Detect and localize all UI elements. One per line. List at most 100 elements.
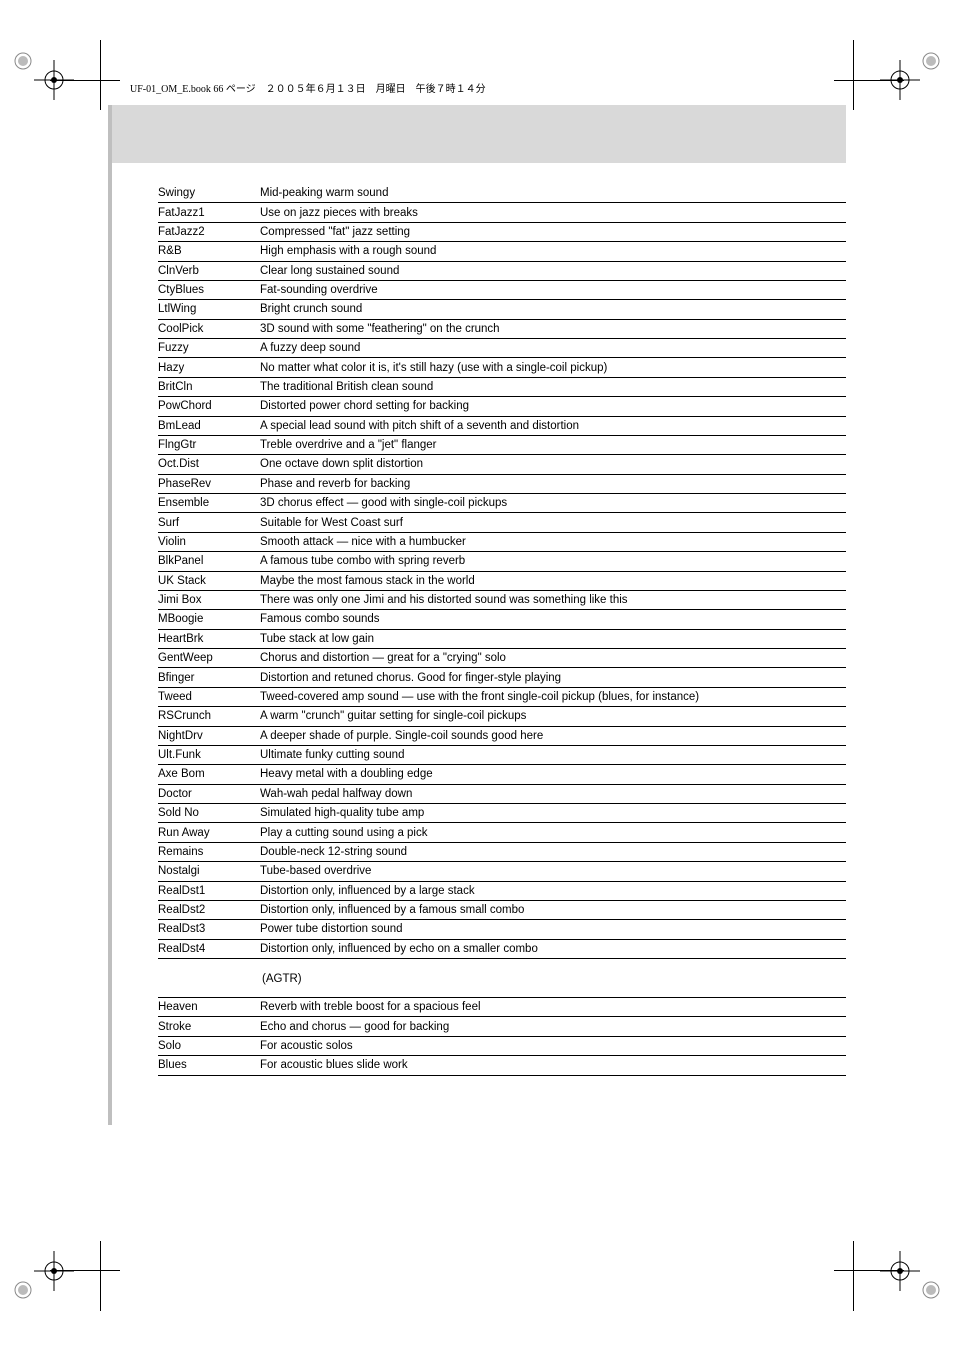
table-row: SoloFor acoustic solos <box>158 1036 846 1055</box>
preset-name: BlkPanel <box>158 552 260 571</box>
preset-desc: A special lead sound with pitch shift of… <box>260 416 846 435</box>
crop-mark <box>50 80 120 81</box>
table-row: Oct.DistOne octave down split distortion <box>158 455 846 474</box>
preset-desc: 3D sound with some "feathering" on the c… <box>260 319 846 338</box>
preset-name: RSCrunch <box>158 707 260 726</box>
crop-mark <box>853 1241 854 1311</box>
preset-desc: A warm "crunch" guitar setting for singl… <box>260 707 846 726</box>
table-row: BritClnThe traditional British clean sou… <box>158 377 846 396</box>
preset-name: Ult.Funk <box>158 745 260 764</box>
preset-name: UK Stack <box>158 571 260 590</box>
crop-mark <box>853 40 854 110</box>
crop-mark <box>100 40 101 110</box>
table-row: ClnVerbClear long sustained sound <box>158 261 846 280</box>
table-row: TweedTweed-covered amp sound — use with … <box>158 687 846 706</box>
table-row: R&BHigh emphasis with a rough sound <box>158 242 846 261</box>
registration-mark-icon <box>34 1251 74 1291</box>
preset-name: NightDrv <box>158 726 260 745</box>
table-row: LtlWingBright crunch sound <box>158 300 846 319</box>
preset-desc: A famous tube combo with spring reverb <box>260 552 846 571</box>
table-row: FatJazz2Compressed "fat" jazz setting <box>158 222 846 241</box>
preset-desc: Distorted power chord setting for backin… <box>260 397 846 416</box>
preset-desc: For acoustic blues slide work <box>260 1056 846 1075</box>
preset-desc: No matter what color it is, it's still h… <box>260 358 846 377</box>
table-row: RealDst4Distortion only, influenced by e… <box>158 939 846 958</box>
print-mark-icon <box>14 1281 32 1299</box>
preset-desc: Echo and chorus — good for backing <box>260 1017 846 1036</box>
table-row: CtyBluesFat-sounding overdrive <box>158 280 846 299</box>
preset-name: Ensemble <box>158 494 260 513</box>
preset-desc: Treble overdrive and a "jet" flanger <box>260 435 846 454</box>
preset-name: Heaven <box>158 998 260 1017</box>
preset-desc: Distortion only, influenced by a large s… <box>260 881 846 900</box>
preset-desc: Heavy metal with a doubling edge <box>260 765 846 784</box>
preset-desc: There was only one Jimi and his distorte… <box>260 590 846 609</box>
preset-name: FlngGtr <box>158 435 260 454</box>
table-row: Axe BomHeavy metal with a doubling edge <box>158 765 846 784</box>
preset-name: FatJazz1 <box>158 203 260 222</box>
preset-desc: Compressed "fat" jazz setting <box>260 222 846 241</box>
preset-name: Remains <box>158 842 260 861</box>
preset-desc: Power tube distortion sound <box>260 920 846 939</box>
table-row: Sold NoSimulated high-quality tube amp <box>158 804 846 823</box>
table-row: MBoogieFamous combo sounds <box>158 610 846 629</box>
preset-name: BritCln <box>158 377 260 396</box>
table-row: StrokeEcho and chorus — good for backing <box>158 1017 846 1036</box>
preset-desc: Famous combo sounds <box>260 610 846 629</box>
preset-name: Bfinger <box>158 668 260 687</box>
preset-desc: Fat-sounding overdrive <box>260 280 846 299</box>
preset-name: Axe Bom <box>158 765 260 784</box>
preset-desc: Play a cutting sound using a pick <box>260 823 846 842</box>
table-row: UK StackMaybe the most famous stack in t… <box>158 571 846 590</box>
preset-desc: Reverb with treble boost for a spacious … <box>260 998 846 1017</box>
crop-mark <box>834 80 904 81</box>
preset-name: PowChord <box>158 397 260 416</box>
preset-desc: Chorus and distortion — great for a "cry… <box>260 649 846 668</box>
table-row: Run AwayPlay a cutting sound using a pic… <box>158 823 846 842</box>
preset-desc: Phase and reverb for backing <box>260 474 846 493</box>
print-mark-icon <box>14 52 32 70</box>
table-row: RealDst1Distortion only, influenced by a… <box>158 881 846 900</box>
preset-desc: 3D chorus effect — good with single-coil… <box>260 494 846 513</box>
preset-name: Hazy <box>158 358 260 377</box>
preset-desc: A fuzzy deep sound <box>260 339 846 358</box>
preset-name: RealDst2 <box>158 900 260 919</box>
preset-name: ClnVerb <box>158 261 260 280</box>
preset-name: CtyBlues <box>158 280 260 299</box>
table-row: BfingerDistortion and retuned chorus. Go… <box>158 668 846 687</box>
print-mark-icon <box>922 1281 940 1299</box>
table-row: PhaseRevPhase and reverb for backing <box>158 474 846 493</box>
table-row: RealDst2Distortion only, influenced by a… <box>158 900 846 919</box>
crop-mark <box>100 1241 101 1311</box>
table-row: HeartBrkTube stack at low gain <box>158 629 846 648</box>
preset-desc: For acoustic solos <box>260 1036 846 1055</box>
preset-name: FatJazz2 <box>158 222 260 241</box>
preset-name: Stroke <box>158 1017 260 1036</box>
table-row: RealDst3Power tube distortion sound <box>158 920 846 939</box>
table-row: CoolPick3D sound with some "feathering" … <box>158 319 846 338</box>
preset-desc: Mid-peaking warm sound <box>260 184 846 203</box>
table-row: HazyNo matter what color it is, it's sti… <box>158 358 846 377</box>
preset-name: Run Away <box>158 823 260 842</box>
table-row: RemainsDouble-neck 12-string sound <box>158 842 846 861</box>
preset-name: BmLead <box>158 416 260 435</box>
preset-name: PhaseRev <box>158 474 260 493</box>
table-row: FuzzyA fuzzy deep sound <box>158 339 846 358</box>
page: UF-01_OM_E.book 66 ページ ２００５年６月１３日 月曜日 午後… <box>0 0 954 1351</box>
table-row: HeavenReverb with treble boost for a spa… <box>158 998 846 1017</box>
table-row: BlkPanelA famous tube combo with spring … <box>158 552 846 571</box>
preset-name: Nostalgi <box>158 862 260 881</box>
table-row: ViolinSmooth attack — nice with a humbuc… <box>158 532 846 551</box>
preset-desc: Distortion only, influenced by a famous … <box>260 900 846 919</box>
table-row: NostalgiTube-based overdrive <box>158 862 846 881</box>
table-row: Jimi BoxThere was only one Jimi and his … <box>158 590 846 609</box>
preset-name: Doctor <box>158 784 260 803</box>
page-header-text: UF-01_OM_E.book 66 ページ ２００５年６月１３日 月曜日 午後… <box>130 80 486 95</box>
preset-desc: One octave down split distortion <box>260 455 846 474</box>
preset-name: Oct.Dist <box>158 455 260 474</box>
preset-name: LtlWing <box>158 300 260 319</box>
registration-mark-icon <box>880 1251 920 1291</box>
preset-desc: The traditional British clean sound <box>260 377 846 396</box>
preset-desc: Smooth attack — nice with a humbucker <box>260 532 846 551</box>
table-row: Ult.FunkUltimate funky cutting sound <box>158 745 846 764</box>
